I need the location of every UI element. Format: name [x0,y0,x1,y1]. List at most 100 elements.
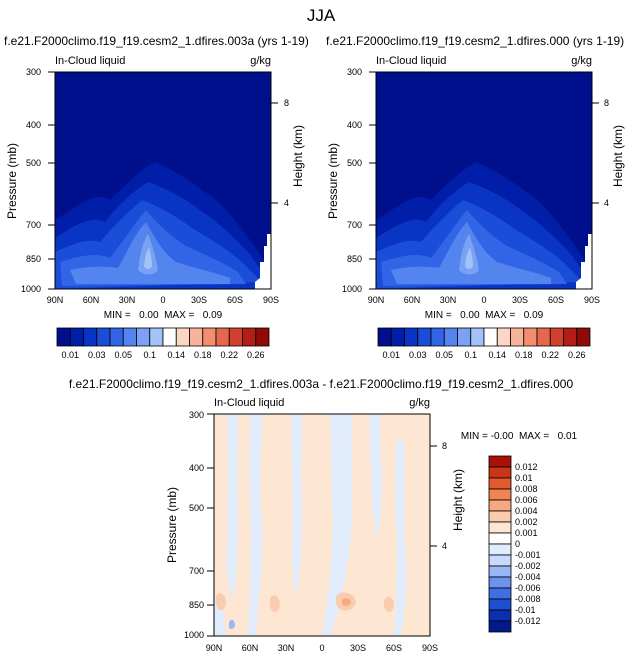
colorbar-label: 0.01 [61,350,79,360]
colorbar-label: 0.14 [488,350,506,360]
colorbar-label: 0.1 [143,350,156,360]
colorbar-label: 0.22 [541,350,559,360]
field-contour [576,234,592,289]
colorbar-label: 0.22 [220,350,238,360]
x-tick-label: 30N [119,295,136,305]
x-tick-label: 0 [160,295,165,305]
y-tick-label: 850 [26,254,41,264]
field-contour [465,248,473,269]
right-tick-label: 8 [284,98,289,108]
x-tick-label: 0 [319,643,324,653]
x-tick-label: 30N [440,295,457,305]
colorbar-label: 0.05 [435,350,453,360]
colorbar-label: 0.26 [247,350,265,360]
panel-c-ylabel: Pressure (mb) [165,487,179,563]
panel-b-frame [375,71,593,290]
y-tick-label: 850 [347,254,362,264]
colorbar-swatch [443,327,458,347]
x-tick-label: 60S [227,295,243,305]
colorbar-label: 0.18 [194,350,212,360]
x-tick-label: 30S [512,295,528,305]
y-tick-label: 500 [347,158,362,168]
colorbar-swatch [510,327,525,347]
colorbar-label: 0.008 [515,484,538,494]
colorbar-label: -0.004 [515,572,541,582]
field-contour [384,596,394,612]
panel-b-left-label: In-Cloud liquid [376,55,446,67]
colorbar-swatch [488,521,512,534]
colorbar-swatch [488,576,512,589]
colorbar-label: 0.001 [515,528,538,538]
panel-a-ylabel-right: Height (km) [291,125,305,187]
field-contour [342,598,351,606]
panel-a-left-label: In-Cloud liquid [55,55,125,67]
colorbar-label: -0.012 [515,616,541,626]
panel-b-units: g/kg [571,55,592,67]
panel-b-field [376,72,592,289]
colorbar-swatch [404,327,419,347]
colorbar-swatch [136,327,151,347]
colorbar-swatch [563,327,578,347]
panel-c-units: g/kg [409,397,430,409]
panel-b-minmax: MIN = 0.00 MAX = 0.09 [425,310,544,321]
colorbar-label: -0.01 [515,605,536,615]
colorbar-swatch [255,327,270,347]
panel-b-ylabel: Pressure (mb) [326,143,340,219]
panel-b-right-axis [592,102,599,204]
y-tick-label: 300 [189,410,204,420]
colorbar-swatch [549,327,564,347]
colorbar-swatch [488,455,512,468]
panel-b: f.e21.F2000climo.f19_f19.cesm2_1.dfires.… [326,34,625,360]
colorbar-swatch [488,543,512,556]
colorbar-swatch [242,327,257,347]
colorbar-label: 0.26 [568,350,586,360]
panel-c-frame [213,413,431,637]
colorbar-label: -0.001 [515,550,541,560]
panel-c-right-axis [430,445,437,547]
colorbar-label: 0.05 [114,350,132,360]
colorbar-swatch [69,327,84,347]
colorbar-swatch [228,327,243,347]
colorbar-label: 0.006 [515,495,538,505]
colorbar-swatch [390,327,405,347]
colorbar-label: 0.01 [382,350,400,360]
x-tick-label: 60N [242,643,259,653]
colorbar-swatch [488,554,512,567]
field-contour [216,593,226,610]
colorbar-label: 0 [515,539,520,549]
panel-a-y-ticklines [48,71,55,290]
colorbar-label: 0.03 [88,350,106,360]
colorbar-swatch [202,327,217,347]
field-contour [369,414,382,540]
panel-c-title: f.e21.F2000climo.f19_f19.cesm2_1.dfires.… [69,377,574,391]
field-contour [229,619,235,629]
panel-c-ylabel-right: Height (km) [451,469,465,531]
x-tick-label: 90N [47,295,64,305]
y-tick-label: 400 [347,120,362,130]
panel-a-field [55,72,271,289]
y-tick-label: 400 [26,120,41,130]
x-tick-label: 30N [278,643,295,653]
field-contour [394,440,407,636]
x-tick-label: 0 [481,295,486,305]
colorbar-swatch [488,466,512,479]
y-tick-label: 300 [347,67,362,77]
panel-b-ylabel-right: Height (km) [611,125,625,187]
figure-title: JJA [307,6,336,25]
colorbar-swatch [536,327,551,347]
colorbar-swatch [488,532,512,545]
colorbar-label: 0.004 [515,506,538,516]
x-tick-label: 30S [350,643,366,653]
colorbar-label: -0.008 [515,594,541,604]
panel-c: f.e21.F2000climo.f19_f19.cesm2_1.dfires.… [69,377,578,653]
y-tick-label: 1000 [184,630,204,640]
colorbar-swatch [162,327,177,347]
colorbar-swatch [488,510,512,523]
colorbar-label: 0.012 [515,462,538,472]
panel-c-y-ticks: 300 400 500 700 850 1000 [184,410,204,640]
colorbar-swatch [523,327,538,347]
right-tick-label: 4 [604,198,609,208]
colorbar-swatch [377,327,392,347]
colorbar-swatch [488,587,512,600]
panel-c-minmax: MIN = -0.00 MAX = 0.01 [461,431,578,442]
